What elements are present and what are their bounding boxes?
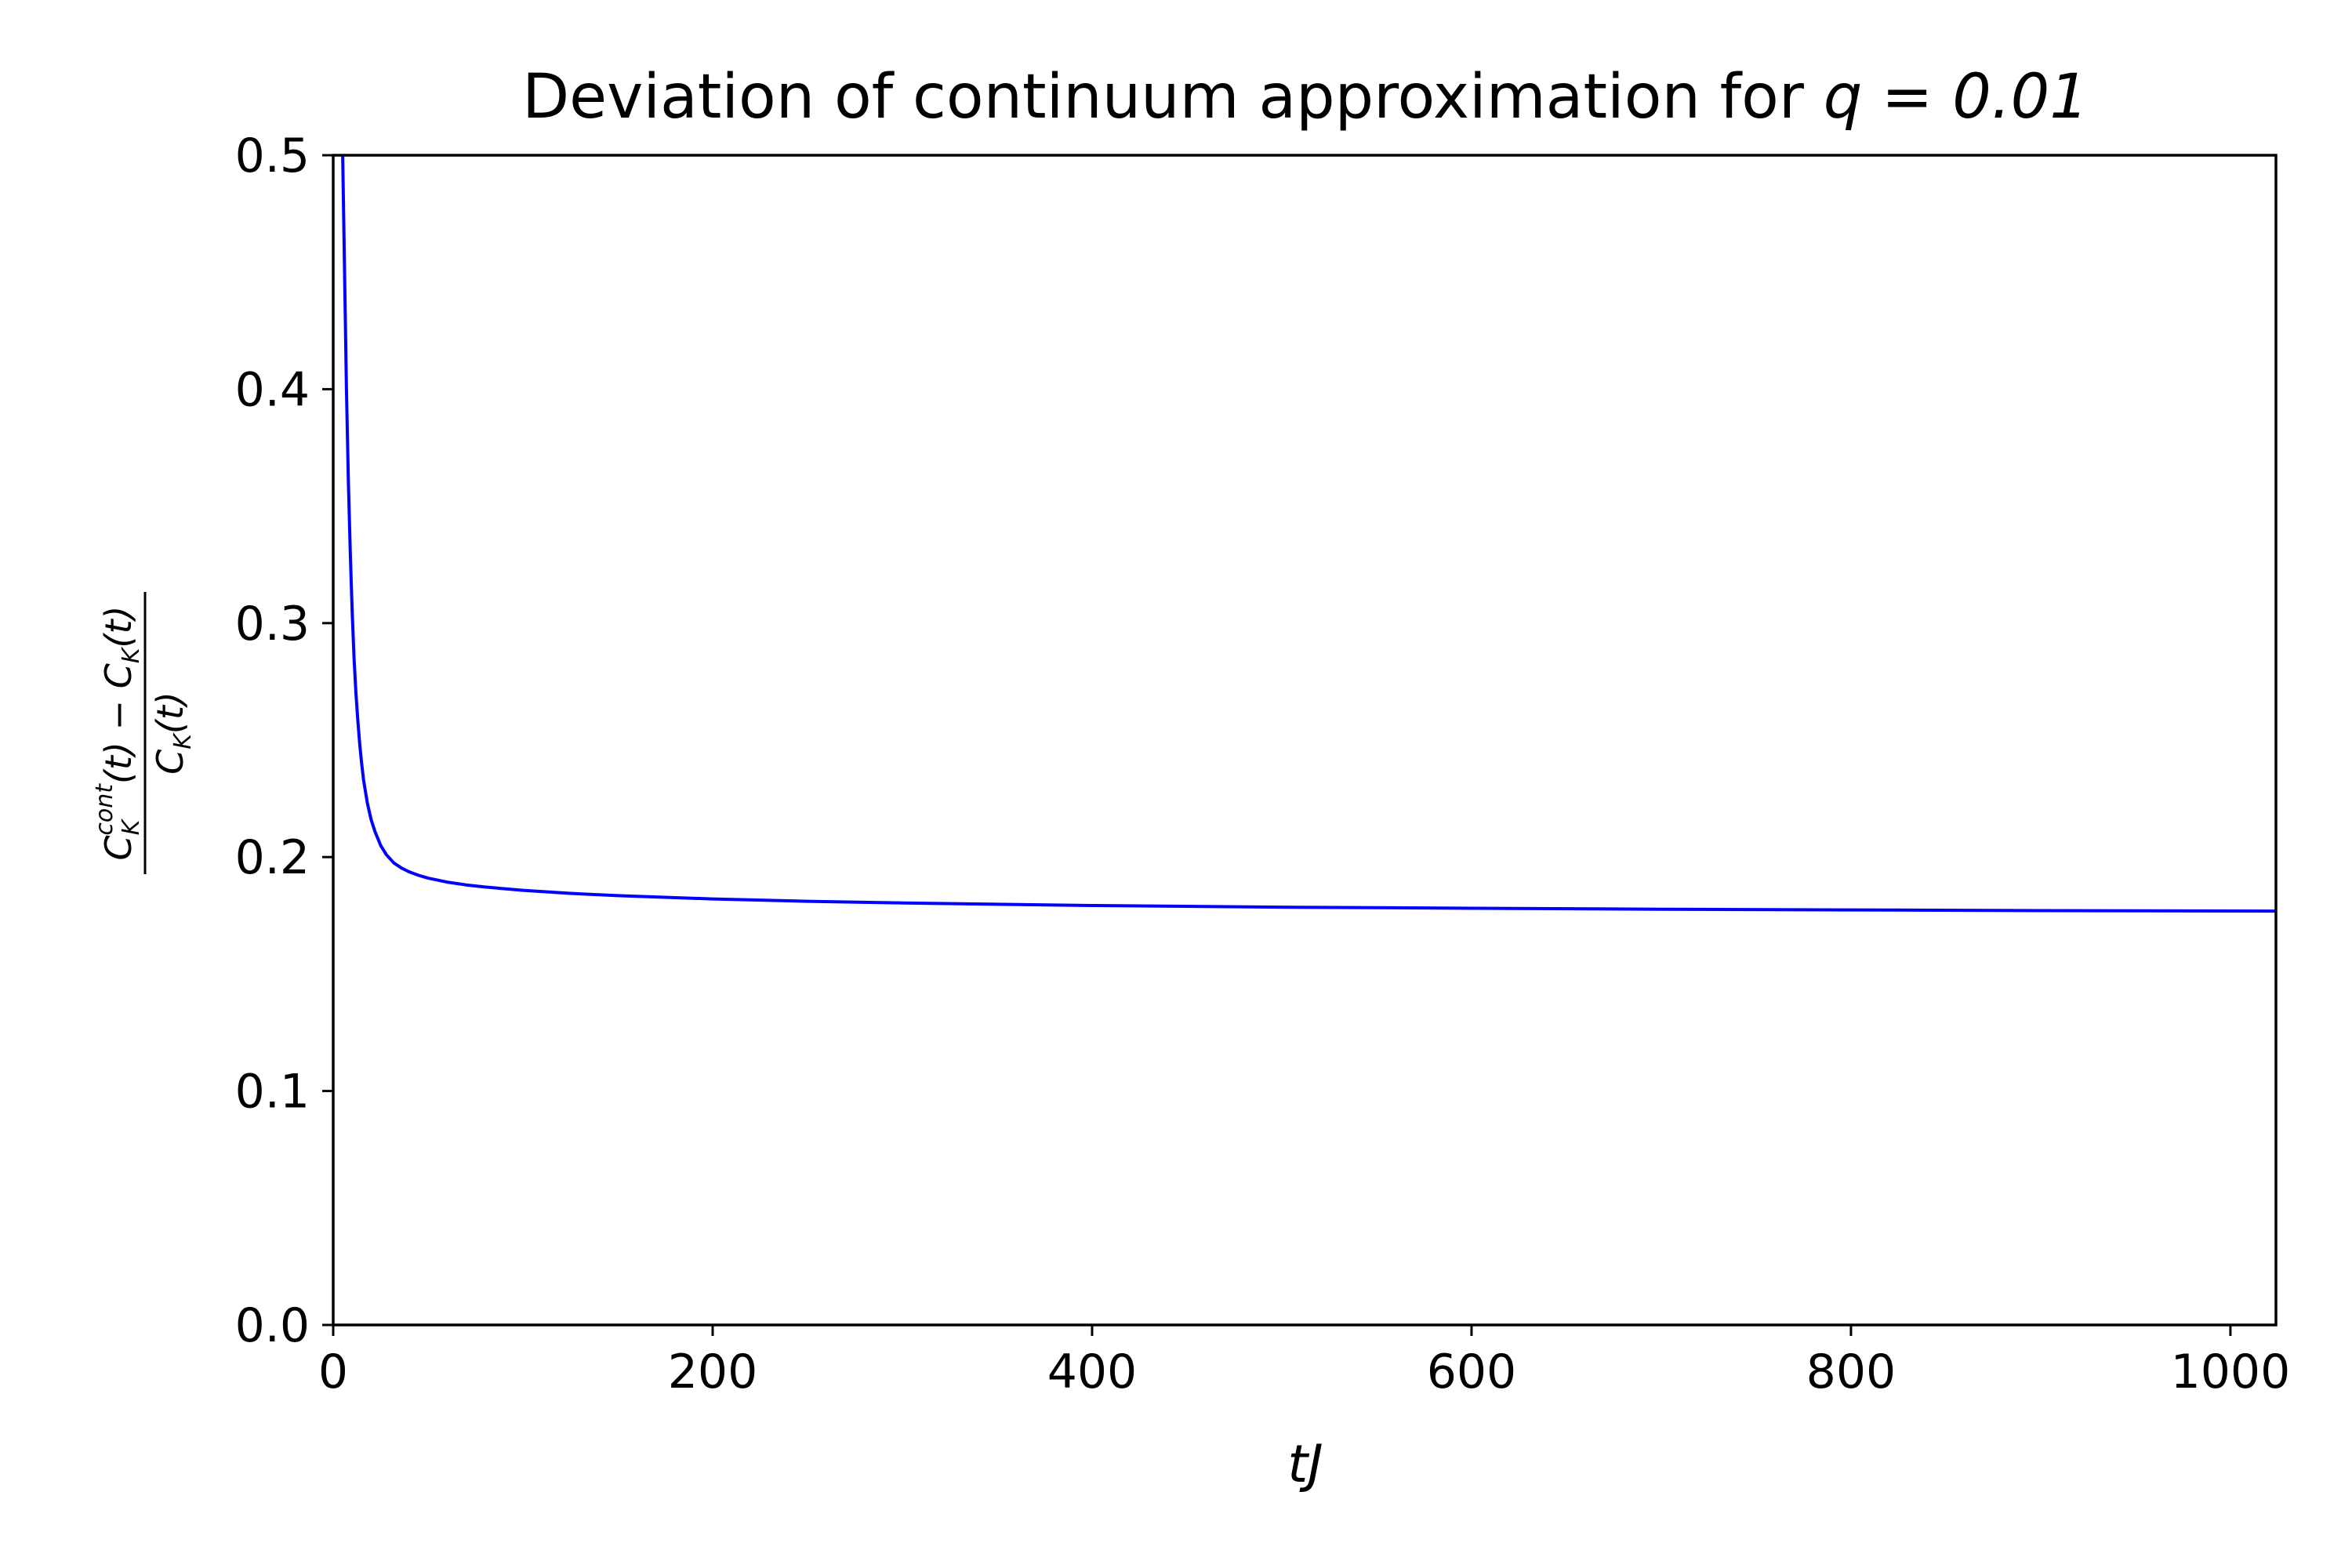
y-tick-label-0: 0.0 <box>235 1298 310 1353</box>
x-tick-label-2: 400 <box>1047 1345 1138 1399</box>
y-tick-label-3: 0.3 <box>235 597 310 652</box>
y-tick-label-5: 0.5 <box>235 129 310 183</box>
x-tick-label-0: 0 <box>318 1345 348 1399</box>
y-tick-label-2: 0.2 <box>235 830 310 885</box>
x-tick-label-1: 200 <box>668 1345 758 1399</box>
y-tick-label-1: 0.1 <box>235 1065 310 1120</box>
x-tick-label-5: 1000 <box>2171 1345 2291 1399</box>
x-axis-label: tJ <box>1287 1434 1323 1494</box>
y-axis-label: CKcont(t) − CK(t) CK(t) <box>91 592 197 874</box>
y-label-den-main: C <box>149 750 191 775</box>
y-label-num-sub: K <box>118 818 145 835</box>
series-line-0 <box>341 155 2276 913</box>
y-label-num-main: C <box>97 835 140 860</box>
y-label-den-rest: (t) <box>149 691 191 734</box>
y-label-denominator: CK(t) <box>149 691 197 775</box>
y-label-num-rest2: (t) <box>97 606 140 648</box>
x-tick-label-3: 600 <box>1427 1345 1517 1399</box>
y-label-numerator: CKcont(t) − CK(t) <box>91 606 145 861</box>
y-label-num-sub2: K <box>118 646 145 663</box>
y-label-num-sup: cont <box>91 783 118 836</box>
y-label-den-sub: K <box>169 732 197 750</box>
y-label-num-rest: (t) − C <box>97 663 140 784</box>
axes-frame <box>332 154 2278 1327</box>
chart-title-math: q = 0.01 <box>1824 62 2089 132</box>
chart-title-main: Deviation of continuum approximation for <box>522 62 1824 132</box>
plot-area: 0 200 400 600 800 1000 0.0 0.1 0.2 0.3 0.4 0.5 <box>235 129 2291 1399</box>
y-tick-label-4: 0.4 <box>235 362 310 417</box>
chart-title: Deviation of continuum approximation for… <box>522 62 2089 132</box>
x-tick-label-4: 800 <box>1806 1345 1896 1399</box>
